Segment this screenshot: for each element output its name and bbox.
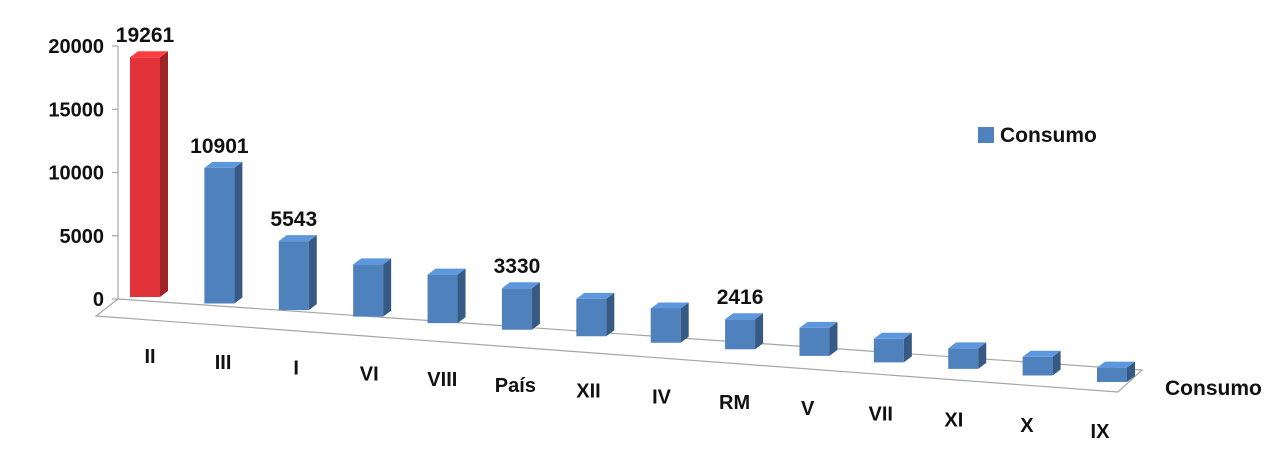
bar-X bbox=[1022, 350, 1061, 376]
bar-top-face bbox=[948, 342, 987, 349]
bar-I bbox=[278, 235, 317, 311]
bar-front-face bbox=[501, 288, 532, 330]
bar-side-face bbox=[829, 321, 838, 356]
bar-top-face bbox=[353, 258, 392, 265]
bar-front-face bbox=[650, 308, 681, 343]
bar-top-face bbox=[576, 292, 615, 299]
x-tick-label: XII bbox=[576, 381, 600, 403]
legend-swatch bbox=[978, 127, 994, 143]
y-axis: 0 5000 10000 15000 20000 bbox=[48, 36, 119, 311]
bar-side-face bbox=[1127, 361, 1135, 382]
bars-group bbox=[130, 51, 1135, 382]
bar-top-face bbox=[873, 332, 912, 339]
data-label: 5543 bbox=[270, 208, 317, 231]
bar-side-face bbox=[606, 292, 615, 337]
bar-front-face bbox=[1097, 367, 1127, 382]
x-axis-labels: II III I VI VIII País XII IV RM V VII XI X IX bbox=[144, 346, 1110, 443]
bar-front-face bbox=[725, 319, 756, 350]
bar-top-face bbox=[1022, 350, 1061, 357]
bar-side-face bbox=[531, 282, 540, 330]
x-tick-label: IX bbox=[1091, 421, 1111, 443]
bar-side-face bbox=[903, 332, 912, 363]
x-tick-label: VII bbox=[869, 404, 893, 426]
x-tick-label: III bbox=[215, 352, 232, 374]
bar-side-face bbox=[383, 258, 392, 317]
y-tick-label: 20000 bbox=[48, 36, 104, 58]
bar-side-face bbox=[234, 161, 243, 304]
bar-V bbox=[799, 321, 838, 356]
x-tick-label: X bbox=[1020, 415, 1034, 437]
bar-side-face bbox=[755, 313, 764, 350]
x-tick-label: XI bbox=[944, 409, 963, 431]
bar-front-face bbox=[130, 57, 160, 298]
bar-top-face bbox=[278, 235, 317, 242]
bar-front-face bbox=[204, 167, 235, 304]
bar-IX bbox=[1097, 361, 1135, 382]
data-label: 3330 bbox=[494, 255, 541, 278]
bar-top-face bbox=[1097, 361, 1135, 368]
bar-VIII bbox=[427, 268, 466, 324]
y-tick-label: 15000 bbox=[48, 99, 104, 121]
bar-side-face bbox=[457, 268, 466, 324]
bar-top-face bbox=[204, 161, 243, 168]
bar-top-face bbox=[725, 313, 764, 320]
data-labels: 19261 10901 5543 3330 2416 bbox=[116, 24, 764, 309]
bar-VI bbox=[353, 258, 392, 317]
data-label: 2416 bbox=[717, 286, 764, 309]
y-tick-label: 10000 bbox=[48, 163, 104, 185]
depth-axis-label: Consumo bbox=[1165, 377, 1262, 400]
bar-front-face bbox=[353, 264, 384, 317]
x-tick-label: IV bbox=[652, 386, 672, 408]
x-tick-label: I bbox=[293, 358, 299, 380]
bar-top-face bbox=[501, 282, 540, 289]
x-tick-label: RM bbox=[719, 392, 750, 414]
bar-País bbox=[501, 282, 540, 330]
bar-II bbox=[130, 51, 168, 298]
y-tick-label: 5000 bbox=[60, 226, 105, 248]
bar-XII bbox=[576, 292, 615, 337]
x-tick-label: II bbox=[144, 346, 155, 368]
legend: Consumo bbox=[978, 124, 1097, 147]
bar-side-face bbox=[308, 235, 317, 311]
bar-front-face bbox=[948, 348, 979, 369]
bar-top-face bbox=[650, 302, 689, 309]
bar-side-face bbox=[978, 342, 987, 369]
x-tick-label: V bbox=[801, 398, 815, 420]
bar-top-face bbox=[799, 321, 838, 328]
bar-front-face bbox=[427, 274, 458, 324]
bar-RM bbox=[725, 313, 764, 350]
bar-XI bbox=[948, 342, 987, 369]
bar-front-face bbox=[278, 241, 309, 311]
bar-front-face bbox=[576, 298, 607, 337]
bar-III bbox=[204, 161, 243, 304]
x-tick-label: VIII bbox=[427, 369, 457, 391]
bar-top-face bbox=[427, 268, 466, 275]
bar-IV bbox=[650, 302, 689, 343]
data-label: 19261 bbox=[116, 24, 175, 47]
x-tick-label: VI bbox=[360, 363, 379, 385]
legend-label: Consumo bbox=[1000, 124, 1097, 147]
bar-front-face bbox=[799, 327, 830, 356]
bar-front-face bbox=[1022, 356, 1053, 376]
bar-front-face bbox=[873, 338, 904, 363]
bar-side-face bbox=[680, 302, 689, 343]
data-label: 10901 bbox=[190, 135, 249, 158]
bar-top-face bbox=[130, 51, 168, 58]
bar-side-face bbox=[160, 51, 168, 298]
bar-side-face bbox=[1052, 350, 1061, 376]
x-tick-label: País bbox=[495, 375, 536, 397]
bar-VII bbox=[873, 332, 912, 363]
y-tick-label: 0 bbox=[93, 289, 104, 311]
